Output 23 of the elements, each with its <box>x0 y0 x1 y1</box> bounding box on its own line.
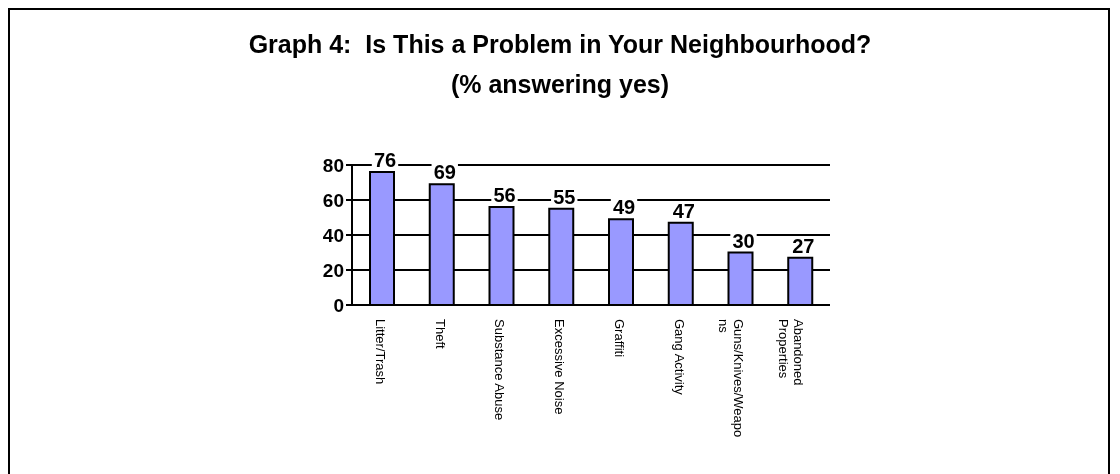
x-tick-label: Substance Abuse <box>492 319 508 421</box>
data-label: 47 <box>672 199 695 222</box>
y-tick-label: 40 <box>322 224 344 246</box>
x-tick-label: Guns/Knives/Weapons <box>716 319 747 438</box>
chart-title: Graph 4: Is This a Problem in Your Neighbourhood? <box>247 30 873 59</box>
x-tick-label: Abandoned Properties <box>776 319 807 386</box>
x-tick-label: Graffiti <box>611 319 627 358</box>
data-label: 76 <box>373 149 397 171</box>
data-label: 27 <box>792 234 815 257</box>
x-tick-label: Theft <box>432 319 448 350</box>
data-label: 69 <box>433 161 456 184</box>
x-tick-label: Excessive Noise <box>552 319 568 415</box>
data-label: 30 <box>732 229 755 252</box>
chart-subtitle: (% answering yes) <box>449 70 671 99</box>
x-tick-label: Litter/Trash <box>372 319 388 385</box>
data-label: 49 <box>612 196 636 219</box>
y-tick-label: 80 <box>322 154 344 176</box>
x-tick-label: Gang Activity <box>671 319 687 396</box>
y-tick-label: 0 <box>333 294 344 316</box>
y-tick-label: 20 <box>322 259 344 281</box>
data-label: 55 <box>553 185 576 208</box>
y-tick-label: 60 <box>322 189 344 211</box>
data-label: 56 <box>493 184 516 206</box>
